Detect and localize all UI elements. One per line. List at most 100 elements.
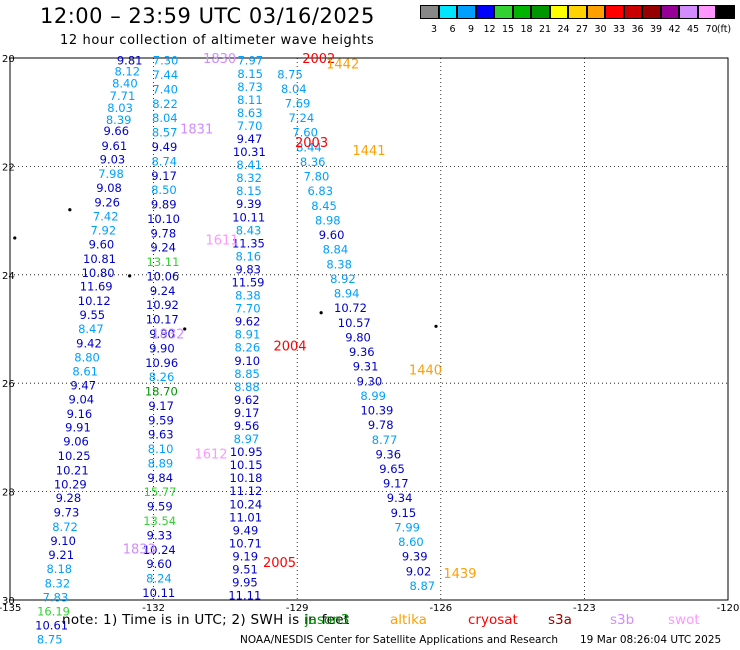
swh-observation: 7.69 (285, 96, 311, 110)
island-dot (183, 327, 187, 331)
swh-observation: 8.61 (72, 364, 98, 378)
color-scale-swatch (531, 5, 550, 19)
swh-observation: 10.11 (232, 210, 265, 224)
swh-observation: 10.12 (78, 294, 111, 308)
swh-observation: 9.90 (149, 341, 175, 355)
swh-observation: 10.31 (233, 145, 266, 159)
color-scale-label: 9 (467, 24, 475, 35)
swh-observation: 9.06 (63, 435, 89, 449)
swh-observation: 10.92 (146, 298, 179, 312)
swh-observation: 9.21 (48, 548, 74, 562)
color-scale-label: 45 (686, 24, 700, 35)
swh-observation: 8.85 (234, 367, 260, 381)
pass-time-label: 1439 (443, 567, 476, 582)
swh-observation: 8.15 (237, 67, 263, 81)
swh-observation: 8.87 (409, 579, 435, 593)
swh-observation: 9.60 (146, 557, 172, 571)
color-scale-label: 3 (430, 24, 438, 35)
swh-observation: 8.72 (52, 520, 78, 534)
swh-observation: 9.91 (65, 421, 91, 435)
pass-time-label: 1830 (203, 52, 236, 67)
swh-observation: 9.26 (94, 196, 120, 210)
swh-observation: 8.26 (149, 370, 175, 384)
swh-observation: 8.38 (235, 289, 261, 303)
swh-observation: 10.18 (230, 471, 263, 485)
swh-observation: 9.49 (152, 140, 178, 154)
swh-observation: 11.35 (232, 236, 265, 250)
lon-tick-label: -129 (286, 603, 309, 614)
swh-observation: 9.31 (353, 360, 379, 374)
pass-time-label: 1441 (352, 144, 385, 159)
pass-time-label: 1833 (123, 543, 156, 558)
pass-time-label: 1831 (180, 122, 213, 137)
pass-time-label: 1832 (151, 327, 184, 342)
color-scale-label: 27 (575, 24, 589, 35)
lat-tick-label: 22 (2, 162, 15, 173)
color-scale-swatch (512, 5, 531, 19)
swh-observation: 8.98 (315, 213, 341, 227)
swh-observation: 9.33 (147, 528, 173, 542)
pass-time-label: 1440 (409, 364, 442, 379)
color-scale-swatch (605, 5, 624, 19)
swh-observation: 8.60 (398, 535, 424, 549)
lon-tick-label: -126 (429, 603, 452, 614)
swh-observation: 9.17 (148, 399, 174, 413)
swh-observation: 9.17 (234, 406, 260, 420)
color-scale-label: 12 (483, 24, 496, 35)
swh-observation: 10.61 (35, 618, 68, 632)
color-scale-swatch (475, 5, 494, 19)
island-dot (68, 208, 72, 212)
swh-observation: 10.17 (146, 313, 179, 327)
swh-observation: 10.24 (229, 497, 262, 511)
swh-observation: 10.25 (58, 449, 91, 463)
color-scale-swatch (568, 5, 587, 19)
swh-observation: 15.77 (144, 485, 177, 499)
color-scale-swatch (642, 5, 661, 19)
swh-observation: 9.61 (102, 139, 128, 153)
swh-observation: 9.36 (375, 447, 401, 461)
swh-observation: 10.21 (56, 463, 89, 477)
swh-observation: 9.17 (151, 169, 177, 183)
lon-tick-label: -132 (142, 603, 165, 614)
swh-observation: 8.88 (234, 380, 260, 394)
swh-observation: 9.95 (232, 576, 258, 590)
axis-tick-labels: 20 22 24 26 28 30-135 -132 -129 -126 -123 -120 (0, 54, 739, 614)
swh-observation: 8.04 (281, 82, 307, 96)
pass-time-label: 2004 (273, 339, 306, 354)
swh-observation: 7.71 (110, 89, 136, 103)
swh-observation: 11.69 (80, 280, 113, 294)
swh-observation: 8.84 (323, 243, 349, 257)
swh-observation: 11.11 (228, 589, 261, 603)
swh-observation: 11.01 (229, 510, 262, 524)
color-scale-label: 42 (668, 24, 681, 35)
island-dot (319, 311, 323, 315)
swh-observation: 8.26 (235, 341, 261, 355)
legend-s3a: s3a (548, 612, 572, 628)
swh-observation: 8.41 (236, 158, 262, 172)
color-scale-unit: (ft) (716, 24, 732, 35)
swh-observation: 9.78 (151, 226, 177, 240)
color-scale-label: 21 (538, 24, 552, 35)
lat-tick-label: 20 (2, 54, 15, 65)
swh-observation: 9.83 (235, 262, 261, 276)
swh-observation: 7.44 (153, 68, 179, 82)
swh-observation: 8.75 (37, 633, 63, 647)
swh-observation: 8.39 (106, 113, 132, 127)
swh-observation: 9.60 (89, 237, 115, 251)
swh-observation: 7.83 (43, 590, 69, 604)
swh-observation: 8.16 (235, 249, 261, 263)
color-scale-swatch (660, 5, 679, 19)
swh-observation: 9.59 (148, 413, 174, 427)
lon-tick-label: -120 (717, 603, 740, 614)
swh-observation: 9.66 (103, 124, 129, 138)
swh-observation: 7.24 (289, 111, 315, 125)
color-scale-label: 33 (612, 24, 626, 35)
swh-observation: 8.92 (330, 272, 356, 286)
swh-observation: 9.17 (383, 477, 409, 491)
swh-observation: 7.42 (93, 209, 119, 223)
swh-observation: 8.80 (74, 351, 100, 365)
swh-observation: 9.47 (237, 132, 263, 146)
swh-observation: 8.43 (236, 223, 262, 237)
